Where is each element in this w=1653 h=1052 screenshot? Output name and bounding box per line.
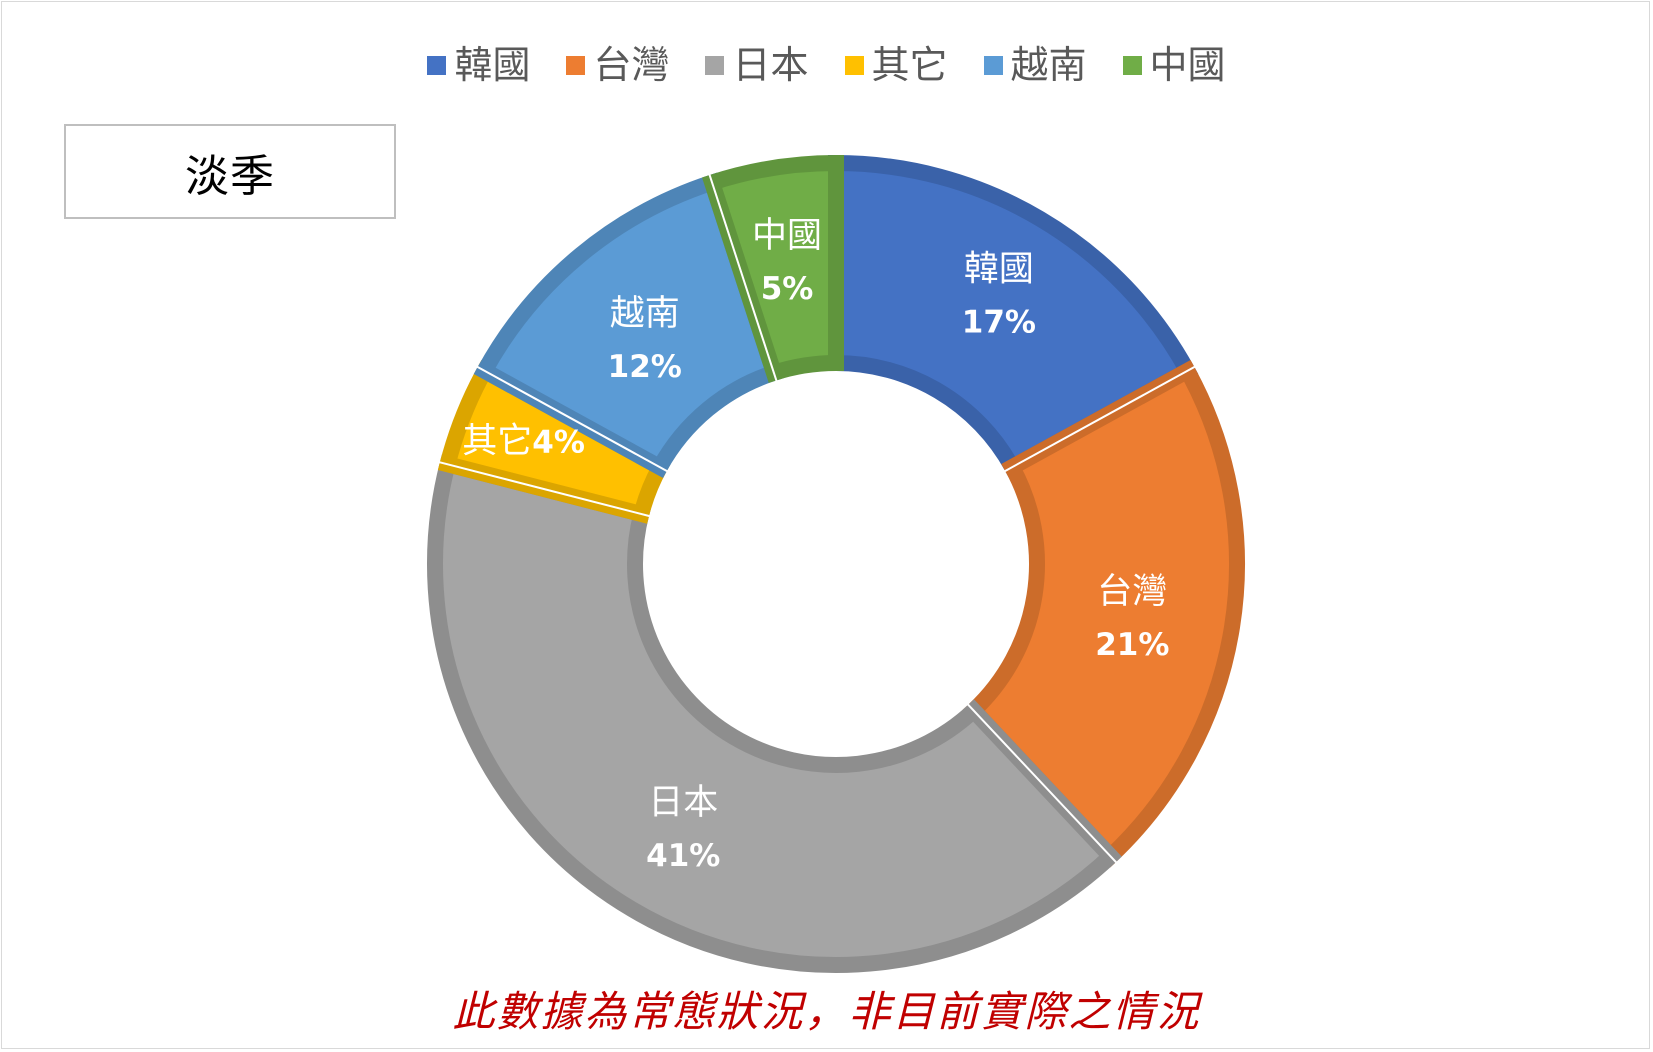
donut-slice <box>427 454 1122 973</box>
data-label-value: 5% <box>761 271 814 307</box>
legend-swatch <box>427 55 447 75</box>
legend-item: 日本 <box>705 43 809 87</box>
data-label-value: 41% <box>646 838 720 874</box>
legend-swatch <box>705 55 725 75</box>
slice-separator <box>708 172 778 383</box>
legend-item: 其它 <box>844 43 948 87</box>
data-label-value: 17% <box>962 305 1036 341</box>
legend-swatch <box>844 55 864 75</box>
legend-item: 台灣 <box>566 46 669 84</box>
slice-separator <box>966 702 1119 865</box>
legend-swatch <box>1122 55 1142 75</box>
legend-label: 其它 <box>871 43 948 87</box>
slice-separator <box>475 365 670 473</box>
data-label-name: 越南 <box>610 294 680 334</box>
legend-item: 中國 <box>1122 43 1226 87</box>
legend-item: 越南 <box>983 43 1087 87</box>
slice-separator <box>437 460 652 518</box>
donut-slice <box>828 154 1199 479</box>
donut-slice <box>473 172 784 479</box>
legend-label: 越南 <box>1010 43 1087 87</box>
data-label-name: 日本 <box>648 783 718 823</box>
data-label: 其它4% <box>462 421 585 461</box>
data-label-name: 中國 <box>752 216 822 256</box>
chart-legend: 韓國 台灣 日本 其它 越南 中國 <box>0 40 1653 90</box>
data-label-name: 韓國 <box>964 250 1034 290</box>
donut-slice <box>702 154 844 383</box>
legend-label: 韓國 <box>454 43 531 87</box>
slice-separator <box>1002 365 1197 473</box>
legend-swatch <box>566 55 586 75</box>
legend-swatch <box>983 55 1003 75</box>
legend-label: 日本 <box>732 43 809 87</box>
legend-label: 中國 <box>1149 43 1226 87</box>
data-label-value: 21% <box>1095 627 1169 663</box>
footnote: 此數據為常態狀況，非目前實際之情況 <box>452 987 1201 1036</box>
legend-item: 韓國 <box>427 46 530 84</box>
data-label-name: 台灣 <box>1097 572 1167 612</box>
donut-slice <box>962 359 1245 868</box>
legend-label: 台灣 <box>593 43 670 87</box>
season-label: 淡季 <box>185 150 275 202</box>
data-label-value: 12% <box>608 349 682 385</box>
season-label-box: 淡季 <box>64 124 396 219</box>
